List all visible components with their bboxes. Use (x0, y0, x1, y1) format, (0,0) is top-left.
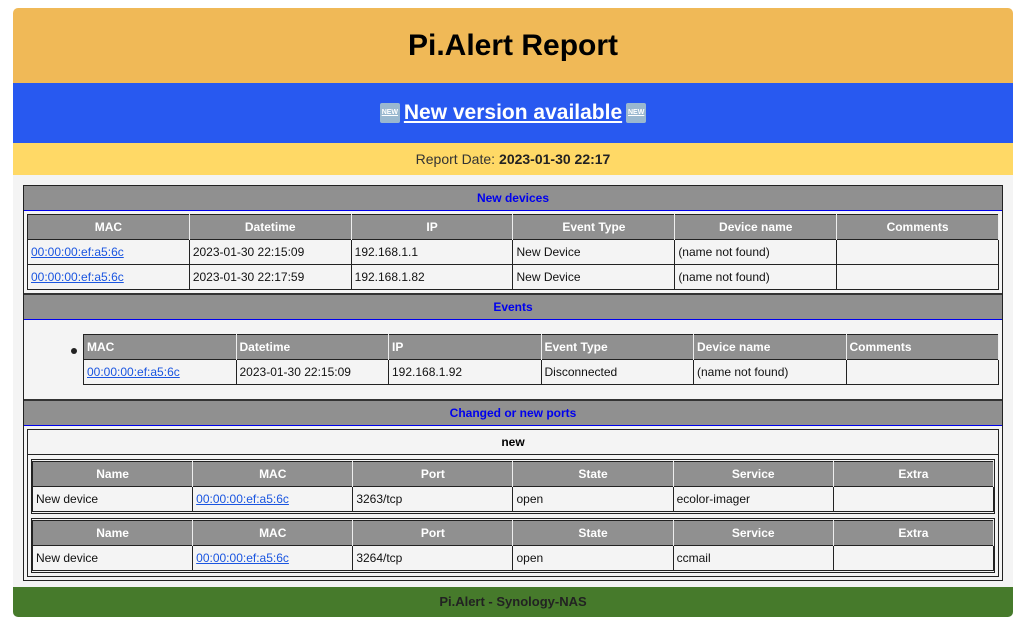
cell-event-type: New Device (512, 239, 676, 265)
column-header-service: Service (673, 461, 834, 487)
mac-link[interactable]: 00:00:00:ef:a5:6c (31, 270, 124, 284)
report-date-bar: Report Date: 2023-01-30 22:17 (13, 143, 1013, 175)
table-header-row: Name MAC Port State Service Extra (32, 461, 995, 487)
column-header-ip: IP (388, 334, 542, 360)
mac-link[interactable]: 00:00:00:ef:a5:6c (87, 365, 180, 379)
cell-state: open (512, 486, 674, 512)
column-header-ip: IP (351, 214, 514, 240)
column-header-mac: MAC (192, 520, 354, 546)
new-version-link[interactable]: NEW New version available NEW (379, 101, 647, 125)
column-header-event-type: Event Type (541, 334, 694, 360)
ports-group-label: new (28, 430, 998, 455)
table-row: 00:00:00:ef:a5:6c 2023-01-30 22:17:59 192.… (27, 264, 999, 290)
report-content: New devices MAC Datetime IP Event Type Devic… (13, 175, 1013, 587)
column-header-device-name: Device name (674, 214, 838, 240)
cell-event-type: New Device (512, 264, 676, 290)
events-table: MAC Datetime IP Event Type Device name Commen… (83, 334, 999, 385)
port-table-wrapper: Name MAC Port State Service Extra New device 00… (31, 459, 995, 514)
cell-ip: 192.168.1.82 (350, 264, 514, 290)
column-header-datetime: Datetime (189, 214, 352, 240)
ports-table: Name MAC Port State Service Extra New device 00… (31, 461, 995, 512)
column-header-port: Port (352, 461, 514, 487)
cell-name: New device (31, 486, 194, 512)
cell-datetime: 2023-01-30 22:17:59 (188, 264, 352, 290)
column-header-event-type: Event Type (512, 214, 676, 240)
table-row: New device 00:00:00:ef:a5:6c 3263/tcp open e… (31, 486, 995, 512)
ports-box: new Name MAC Port State Service Extra New devi… (27, 429, 999, 577)
cell-comments (836, 264, 999, 290)
table-header-row: MAC Datetime IP Event Type Device name Commen… (83, 334, 999, 360)
column-header-port: Port (352, 520, 514, 546)
column-header-mac: MAC (83, 334, 237, 360)
column-header-mac: MAC (192, 461, 354, 487)
column-header-service: Service (673, 520, 834, 546)
column-header-state: State (512, 461, 674, 487)
report-header: Pi.Alert Report (13, 8, 1013, 83)
cell-state: open (512, 545, 674, 571)
cell-service: ecolor-imager (672, 486, 834, 512)
ports-table: Name MAC Port State Service Extra New device 00… (31, 520, 995, 571)
cell-comments (836, 239, 999, 265)
mac-link[interactable]: 00:00:00:ef:a5:6c (196, 492, 289, 506)
cell-ip: 192.168.1.1 (350, 239, 514, 265)
column-header-name: Name (32, 520, 194, 546)
column-header-mac: MAC (27, 214, 190, 240)
table-header-row: Name MAC Port State Service Extra (32, 520, 995, 546)
table-row: 00:00:00:ef:a5:6c 2023-01-30 22:15:09 192.… (83, 359, 999, 385)
new-icon: NEW (379, 103, 400, 123)
report-date-value: 2023-01-30 22:17 (499, 151, 611, 167)
column-header-datetime: Datetime (236, 334, 389, 360)
section-title-ports: Changed or new ports (24, 399, 1002, 426)
table-header-row: MAC Datetime IP Event Type Device name Commen… (27, 214, 999, 240)
cell-ip: 192.168.1.92 (388, 359, 542, 385)
cell-event-type: Disconnected (540, 359, 694, 385)
cell-port: 3263/tcp (352, 486, 514, 512)
section-title-events: Events (24, 293, 1002, 320)
cell-device-name: (name not found) (693, 359, 847, 385)
column-header-state: State (512, 520, 674, 546)
cell-mac: 00:00:00:ef:a5:6c (83, 359, 237, 385)
column-header-comments: Comments (846, 334, 999, 360)
report-date-label: Report Date: (415, 151, 496, 167)
mac-link[interactable]: 00:00:00:ef:a5:6c (196, 551, 289, 565)
cell-port: 3264/tcp (352, 545, 514, 571)
column-header-name: Name (32, 461, 194, 487)
cell-datetime: 2023-01-30 22:15:09 (188, 239, 352, 265)
new-version-label: New version available (403, 101, 623, 124)
cell-mac: 00:00:00:ef:a5:6c (27, 239, 190, 265)
cell-mac: 00:00:00:ef:a5:6c (27, 264, 190, 290)
new-icon: NEW (626, 103, 647, 123)
cell-extra (832, 486, 995, 512)
cell-mac: 00:00:00:ef:a5:6c (192, 545, 354, 571)
cell-extra (832, 545, 995, 571)
cell-comments (845, 359, 999, 385)
cell-datetime: 2023-01-30 22:15:09 (235, 359, 389, 385)
cell-device-name: (name not found) (674, 239, 838, 265)
list-bullet (71, 348, 77, 354)
section-title-new-devices: New devices (24, 186, 1002, 211)
table-row: 00:00:00:ef:a5:6c 2023-01-30 22:15:09 192.… (27, 239, 999, 265)
mac-link[interactable]: 00:00:00:ef:a5:6c (31, 245, 124, 259)
cell-service: ccmail (672, 545, 834, 571)
cell-mac: 00:00:00:ef:a5:6c (192, 486, 354, 512)
column-header-extra: Extra (833, 520, 995, 546)
report-footer: Pi.Alert - Synology-NAS (13, 587, 1013, 617)
column-header-comments: Comments (836, 214, 999, 240)
sections-table: New devices MAC Datetime IP Event Type Devic… (23, 185, 1003, 581)
new-version-banner: NEW New version available NEW (13, 83, 1013, 143)
cell-name: New device (31, 545, 194, 571)
table-row: New device 00:00:00:ef:a5:6c 3264/tcp open c… (31, 545, 995, 571)
page-title: Pi.Alert Report (407, 28, 619, 62)
column-header-extra: Extra (833, 461, 995, 487)
report-container: Pi.Alert Report NEW New version availabl… (13, 8, 1013, 617)
cell-device-name: (name not found) (674, 264, 838, 290)
port-table-wrapper: Name MAC Port State Service Extra New device 00… (31, 518, 995, 573)
column-header-device-name: Device name (693, 334, 847, 360)
new-devices-table: MAC Datetime IP Event Type Device name Commen… (27, 214, 999, 290)
